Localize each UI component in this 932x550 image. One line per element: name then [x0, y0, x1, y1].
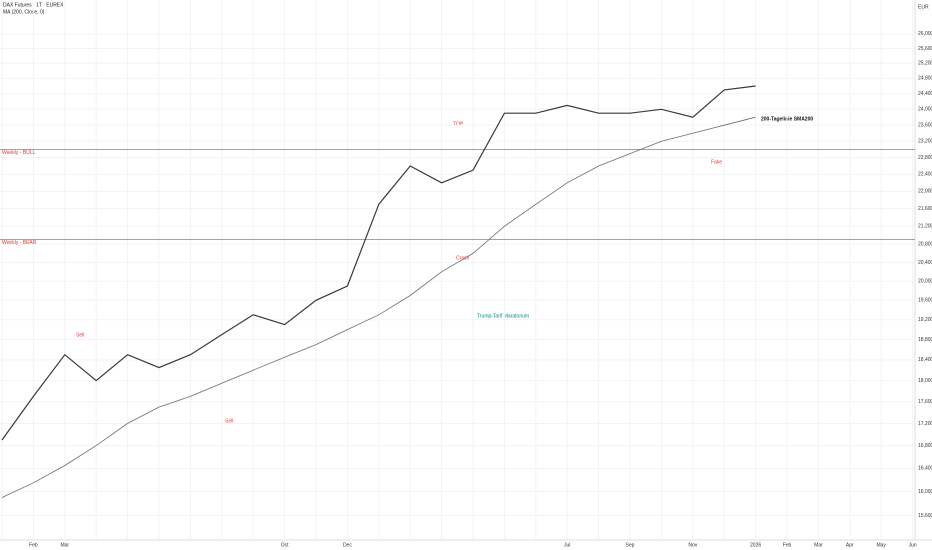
y-tick-label: 21,600 — [918, 206, 932, 212]
series-line — [1, 116, 756, 498]
level-label: Weekly - BEAR — [2, 240, 37, 246]
annotation: Trump-Tarif Maratorium — [477, 313, 529, 319]
y-tick-label: 24,800 — [918, 76, 932, 82]
y-tick-label: 19,600 — [918, 298, 932, 304]
x-tick-label: Dec — [343, 542, 352, 548]
y-tick-label: 22,800 — [918, 155, 932, 161]
x-tick-label: Sep — [626, 542, 635, 548]
x-tick-label: Feb — [29, 542, 38, 548]
y-tick-label: 20,000 — [918, 279, 932, 285]
annotation: Sell — [225, 418, 233, 424]
annotation: Sell — [76, 332, 84, 338]
y-tick-label: 23,200 — [918, 139, 932, 145]
y-tick-label: 22,400 — [918, 172, 932, 178]
y-tick-label: 17,600 — [918, 399, 932, 405]
x-tick-label: 2026 — [750, 542, 761, 548]
x-tick-label: Mar — [60, 542, 69, 548]
y-tick-label: 17,200 — [918, 421, 932, 427]
y-tick-label: 16,400 — [918, 466, 932, 472]
x-tick-label: Feb — [783, 542, 792, 548]
y-tick-label: 18,000 — [918, 378, 932, 384]
y-tick-label: 26,000 — [918, 31, 932, 37]
x-tick-label: Nov — [688, 542, 697, 548]
annotation: TOP — [453, 121, 464, 127]
y-tick-label: 20,800 — [918, 242, 932, 248]
annotation: Fake — [711, 159, 722, 165]
y-tick-label: 16,000 — [918, 489, 932, 495]
x-tick-label: Oct — [281, 542, 289, 548]
y-tick-label: 15,600 — [918, 513, 932, 519]
x-tick-label: May — [876, 542, 886, 548]
x-tick-label: Apr — [846, 542, 854, 548]
x-tick-label: Jul — [564, 542, 570, 548]
series-line — [1, 85, 756, 441]
x-tick-label: Jun — [909, 542, 917, 548]
x-tick-label: Mar — [814, 542, 823, 548]
currency-label: EUR — [918, 4, 929, 10]
y-tick-label: 24,000 — [918, 107, 932, 113]
y-tick-label: 23,600 — [918, 122, 932, 128]
y-tick-label: 16,800 — [918, 443, 932, 449]
y-tick-label: 25,600 — [918, 46, 932, 52]
y-tick-label: 25,200 — [918, 61, 932, 67]
y-tick-label: 19,200 — [918, 317, 932, 323]
y-tick-label: 21,200 — [918, 224, 932, 230]
indicator-label: MA (200, Close, 0) — [3, 9, 45, 15]
y-tick-label: 18,400 — [918, 357, 932, 363]
y-tick-label: 22,000 — [918, 189, 932, 195]
level-label: Weekly - BULL — [2, 150, 35, 156]
y-tick-label: 20,400 — [918, 260, 932, 266]
y-tick-label: 18,800 — [918, 337, 932, 343]
annotation: Crash — [456, 255, 470, 261]
y-tick-label: 24,400 — [918, 91, 932, 97]
